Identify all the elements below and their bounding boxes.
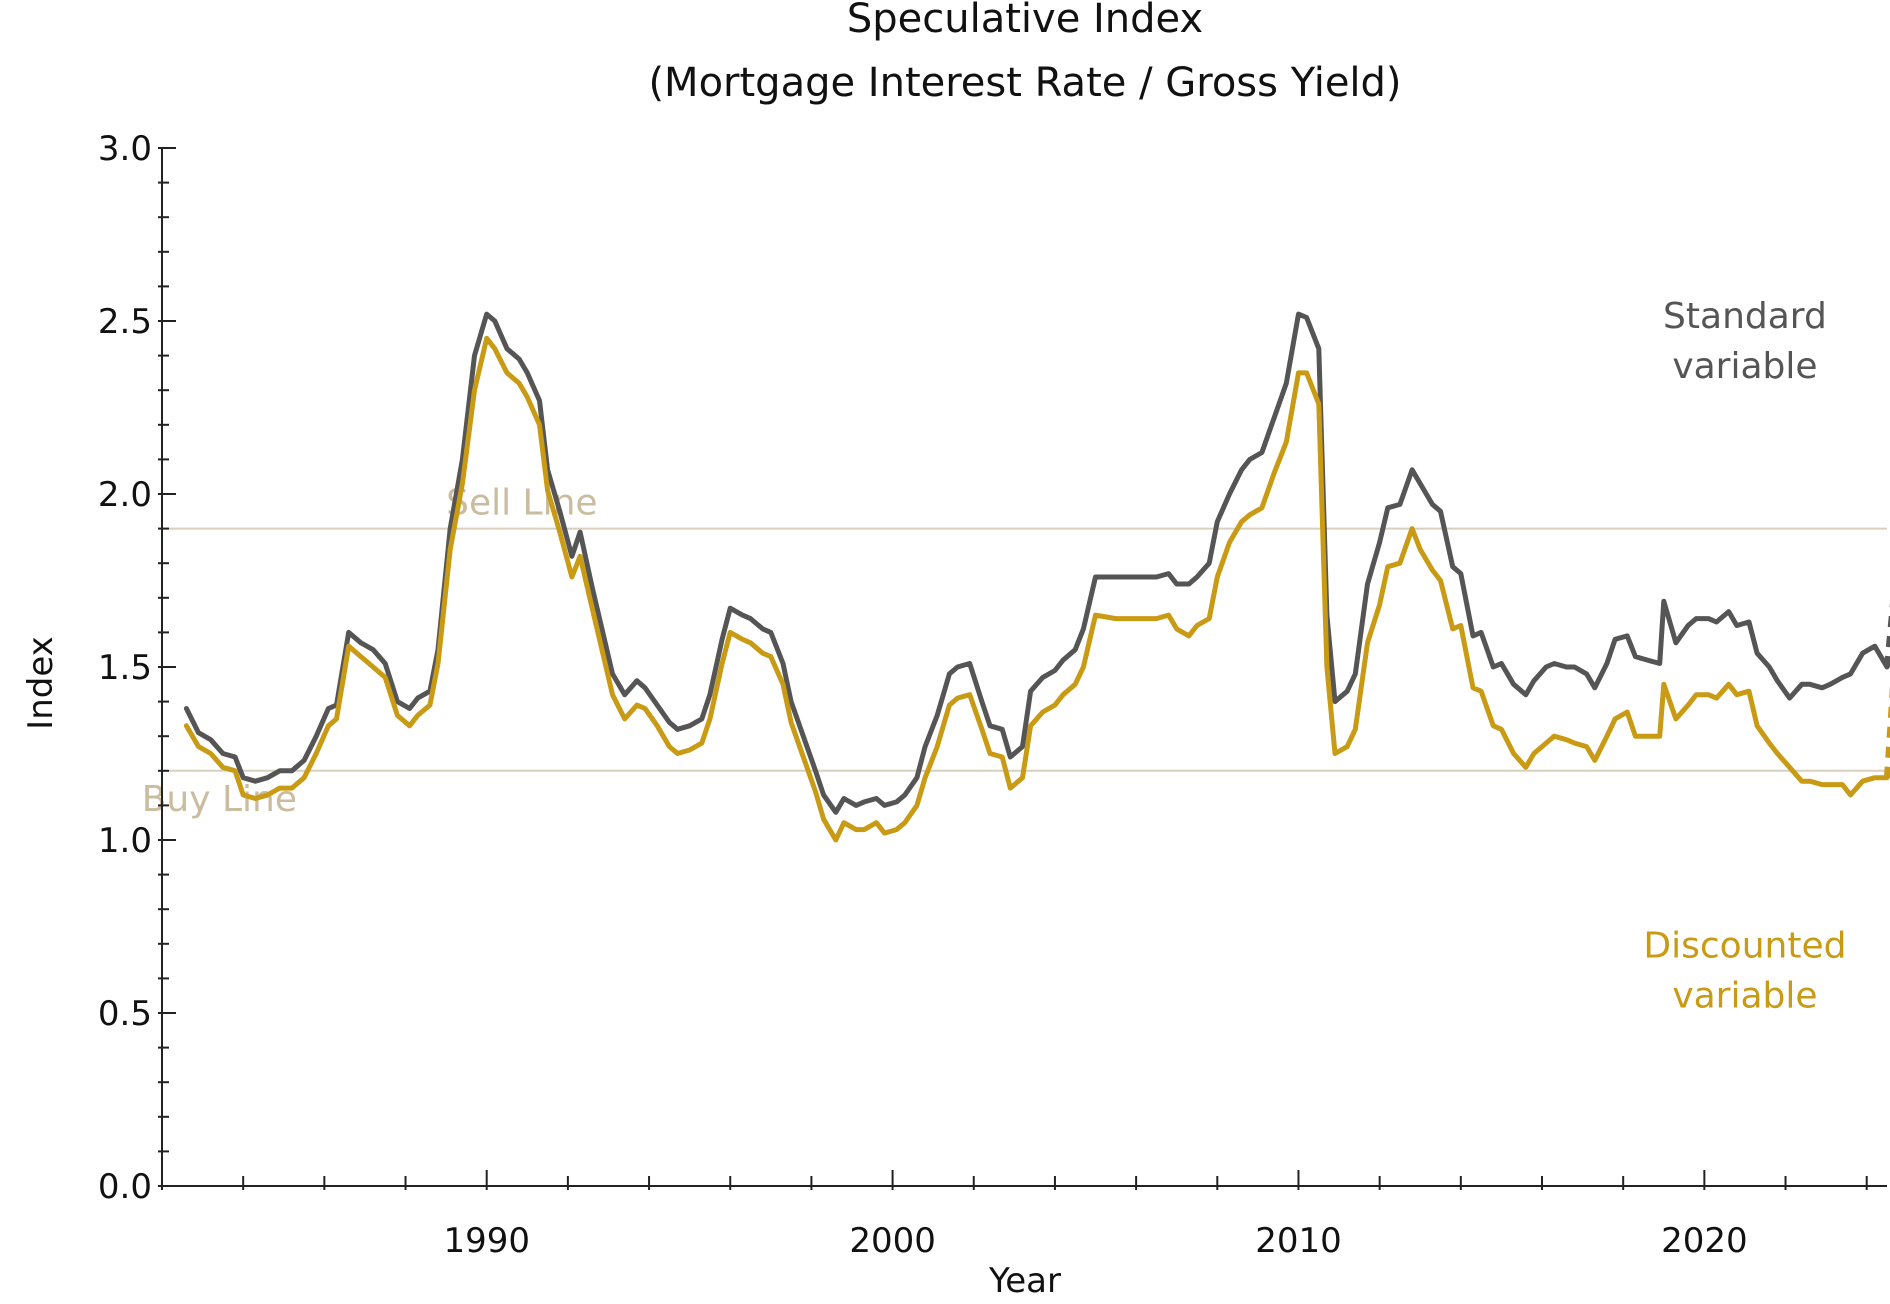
series-label-standard: variable (1672, 346, 1817, 387)
axes: 0.0 0.5 1.0 1.5 2.0 2.5 3.0 1990 2000 2010 2020 (98, 129, 1887, 1261)
y-tick-label: 3.0 (98, 129, 152, 169)
chart-subtitle: (Mortgage Interest Rate / Gross Yield) (648, 60, 1401, 106)
y-tick-label: 0.0 (98, 1167, 152, 1207)
series-line-discounted (183, 335, 1890, 843)
x-tick-label: 2000 (849, 1221, 936, 1261)
x-tick-label: 2010 (1255, 1221, 1342, 1261)
series-label-discounted: variable (1672, 976, 1817, 1017)
series-label-standard: Standard (1663, 296, 1827, 337)
series-labels: Standard variable Discounted variable (1643, 296, 1846, 1017)
series-line-standard (183, 311, 1890, 815)
y-tick-label: 2.5 (98, 302, 152, 342)
reference-lines: Sell Line Buy Line (142, 483, 1887, 820)
x-axis-title: Year (988, 1261, 1061, 1301)
y-tick-label: 1.5 (98, 648, 152, 688)
chart-title: Speculative Index (847, 0, 1203, 42)
y-tick-label: 1.0 (98, 821, 152, 861)
x-tick-label: 1990 (443, 1221, 530, 1261)
series-lines (183, 311, 1890, 843)
y-tick-label: 0.5 (98, 994, 152, 1034)
y-tick-label: 2.0 (98, 475, 152, 515)
series-label-discounted: Discounted (1643, 926, 1846, 967)
reference-line-label-sell: Sell Line (446, 483, 597, 524)
x-tick-label: 2020 (1661, 1221, 1748, 1261)
y-axis-title: Index (21, 636, 61, 730)
reference-line-label-buy: Buy Line (142, 779, 297, 820)
